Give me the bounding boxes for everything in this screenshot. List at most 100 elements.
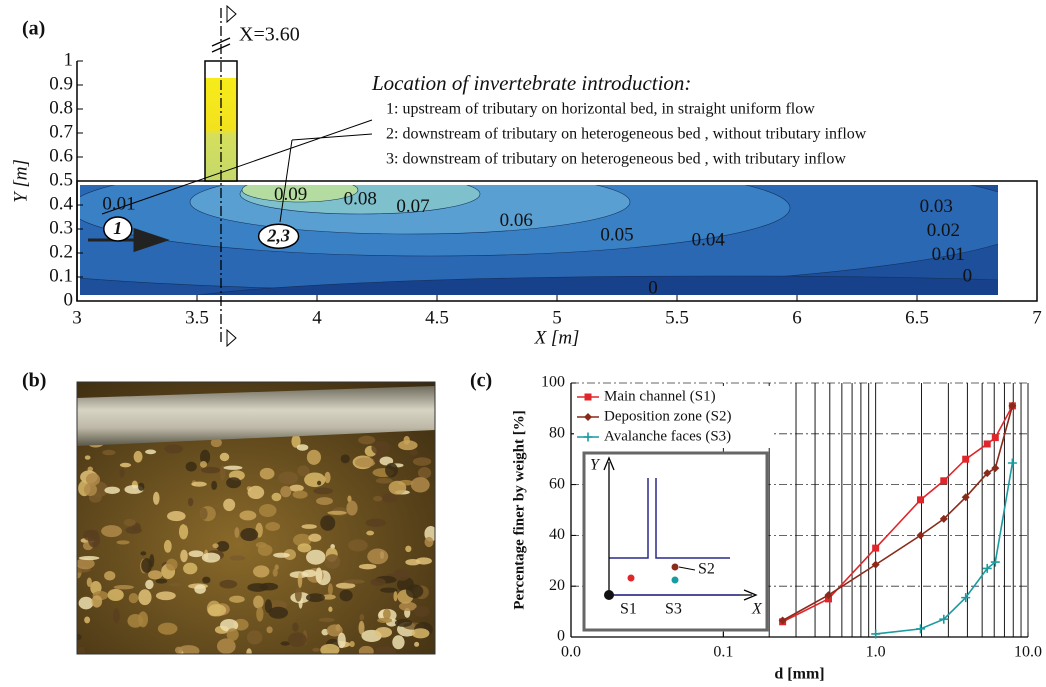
pebble bbox=[148, 570, 162, 579]
contour-label: 0.07 bbox=[396, 196, 429, 217]
pebble bbox=[308, 534, 321, 542]
pebble bbox=[366, 518, 386, 526]
contour-label: 0.01 bbox=[932, 244, 965, 265]
inset-sample-label: S1 bbox=[620, 601, 637, 618]
pebble bbox=[253, 596, 264, 609]
marker bbox=[984, 440, 991, 447]
pebble bbox=[307, 450, 321, 465]
pebble bbox=[409, 450, 417, 456]
pebble bbox=[355, 457, 376, 467]
x-tick-label: 3 bbox=[72, 307, 82, 328]
pebble bbox=[164, 444, 183, 453]
pebble bbox=[306, 593, 325, 602]
panel-label: (b) bbox=[22, 370, 46, 392]
y-tick-label: 0.4 bbox=[49, 193, 73, 214]
pebble bbox=[229, 555, 245, 560]
pebble bbox=[395, 619, 412, 627]
series-line bbox=[783, 406, 1013, 621]
pebble bbox=[256, 607, 263, 622]
pebble bbox=[393, 591, 397, 601]
pebble bbox=[158, 623, 178, 635]
pebble bbox=[240, 528, 258, 541]
pebble bbox=[302, 570, 317, 578]
x-tick-label: 5.5 bbox=[665, 307, 689, 328]
release-label: 1 bbox=[113, 218, 122, 238]
pebble bbox=[320, 515, 335, 531]
pebble bbox=[84, 530, 99, 534]
y-axis-label: Percentage finer by weight [%] bbox=[511, 410, 527, 609]
pebble bbox=[366, 531, 374, 536]
contour-label: 0.08 bbox=[344, 189, 377, 210]
pebble bbox=[344, 579, 365, 583]
pebble bbox=[134, 451, 143, 463]
pebble bbox=[348, 539, 368, 551]
contour-label: 0.01 bbox=[102, 193, 135, 214]
pebble bbox=[229, 596, 245, 603]
pebble bbox=[202, 553, 220, 563]
section-arrow bbox=[227, 330, 236, 346]
figure: (a) (b) (c) 00.10.20.30.40.50.60.70.80.9… bbox=[0, 0, 1046, 687]
pebble bbox=[211, 481, 217, 490]
pebble bbox=[338, 633, 346, 649]
contour-label: 0.04 bbox=[692, 229, 726, 250]
pebble bbox=[194, 584, 206, 594]
x-tick-label: 10.0 bbox=[1014, 644, 1042, 661]
marker bbox=[1008, 459, 1017, 468]
pebble bbox=[108, 589, 124, 601]
pebble bbox=[405, 546, 411, 553]
pebble bbox=[392, 635, 404, 649]
pebble bbox=[298, 573, 303, 588]
pebble bbox=[125, 526, 142, 533]
pebble bbox=[258, 544, 273, 556]
pebble bbox=[145, 580, 153, 589]
pebble bbox=[302, 524, 317, 529]
pebble bbox=[424, 537, 433, 547]
x-tick-label: 6 bbox=[792, 307, 802, 328]
x-axis-label: X [m] bbox=[534, 327, 580, 348]
panel-label: (c) bbox=[470, 370, 492, 392]
pebble bbox=[138, 589, 151, 605]
pebble bbox=[102, 450, 115, 455]
pebble bbox=[413, 457, 431, 466]
y-tick-label: 20 bbox=[549, 577, 565, 594]
pebble bbox=[375, 627, 392, 638]
gravel-photo bbox=[70, 382, 437, 659]
legend-label: Avalanche faces (S3) bbox=[604, 428, 731, 444]
pebble bbox=[382, 493, 398, 502]
pebble bbox=[223, 499, 235, 511]
inset-x-label: X bbox=[751, 601, 763, 618]
y-tick-label: 0.2 bbox=[49, 241, 73, 262]
pebble bbox=[319, 618, 335, 622]
pebble bbox=[169, 583, 181, 587]
pebble bbox=[239, 511, 256, 521]
marker bbox=[872, 561, 880, 569]
pebble bbox=[293, 490, 308, 498]
pebble bbox=[316, 497, 333, 505]
contour-label: 0 bbox=[648, 277, 658, 298]
y-tick-label: 0.3 bbox=[49, 217, 73, 238]
pebble bbox=[87, 577, 92, 586]
pebble bbox=[200, 461, 207, 468]
pebble bbox=[166, 559, 178, 571]
contour-label: 0 bbox=[963, 265, 973, 286]
pebble bbox=[259, 504, 277, 517]
series-line bbox=[876, 463, 1013, 634]
x-tick-label: 1.0 bbox=[866, 644, 886, 661]
pebble bbox=[145, 450, 156, 455]
pebble bbox=[304, 472, 325, 487]
series-line bbox=[783, 406, 1013, 622]
pebble bbox=[375, 646, 396, 659]
pebble bbox=[120, 463, 131, 468]
x-tick-label: 5 bbox=[552, 307, 562, 328]
pebble bbox=[292, 622, 298, 631]
pebble bbox=[234, 527, 239, 538]
pebble bbox=[175, 647, 183, 654]
pebble bbox=[376, 478, 393, 484]
pebble bbox=[201, 467, 220, 474]
y-tick-label: 40 bbox=[549, 526, 565, 543]
pebble bbox=[153, 492, 160, 505]
pebble bbox=[200, 508, 208, 520]
pebble bbox=[359, 564, 377, 570]
pebble bbox=[325, 554, 341, 569]
inset-sample bbox=[628, 575, 635, 582]
